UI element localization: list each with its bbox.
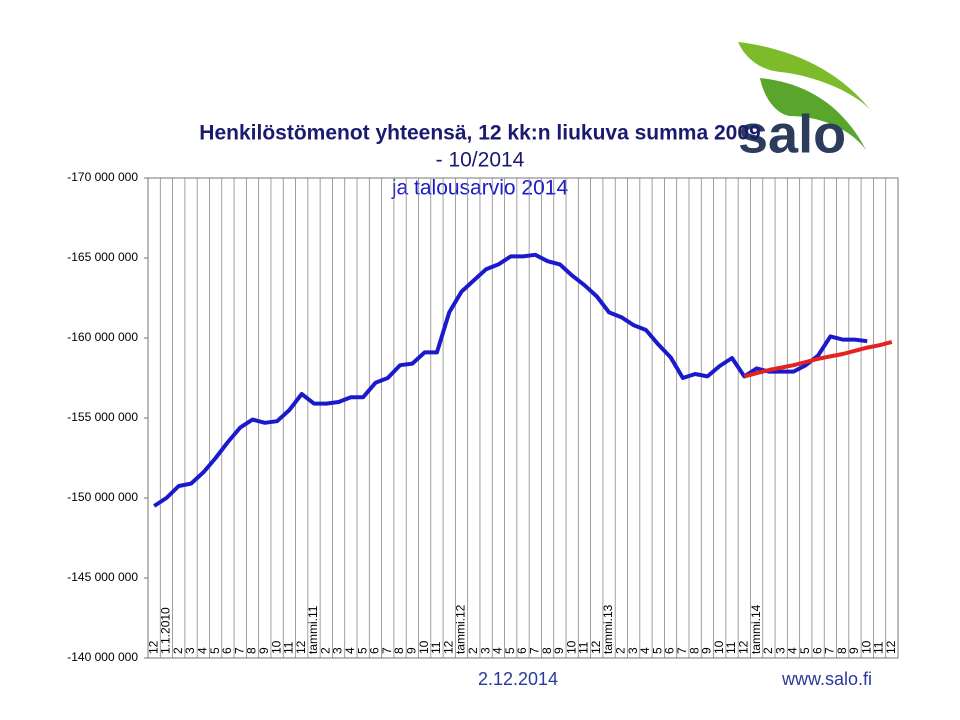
logo-leaf xyxy=(738,42,872,112)
chart-title: Henkilöstömenot yhteensä, 12 kk:n liukuv… xyxy=(199,122,760,145)
logo-leaf xyxy=(760,78,866,150)
y-tick-label: -145 000 000 xyxy=(67,570,138,584)
x-tick-label: 11 xyxy=(282,641,296,654)
x-tick-label: 9 xyxy=(552,647,566,654)
x-tick-label: 9 xyxy=(847,647,861,654)
x-tick-label: tammi.13 xyxy=(601,604,615,654)
chart-title: - 10/2014 xyxy=(436,149,525,172)
x-tick-label: 8 xyxy=(687,647,701,654)
x-tick-label: 1.1.2010 xyxy=(159,607,173,654)
x-tick-label: 12 xyxy=(146,640,160,654)
logo: salo xyxy=(738,42,872,164)
footer-url: www.salo.fi xyxy=(781,669,872,689)
plot-frame xyxy=(147,177,899,659)
x-tick-label: 11 xyxy=(429,641,443,654)
x-tick-label: 4 xyxy=(195,647,209,654)
x-tick-label: 11 xyxy=(577,641,591,654)
data-line xyxy=(743,340,893,379)
x-tick-label: 2 xyxy=(614,647,628,654)
x-tick-label: 3 xyxy=(183,647,197,654)
x-tick-label: 4 xyxy=(343,647,357,654)
x-tick-label: 7 xyxy=(380,647,394,654)
y-tick-label: -140 000 000 xyxy=(67,650,138,664)
x-tick-label: 10 xyxy=(859,640,873,654)
x-tick-label: 12 xyxy=(294,640,308,654)
x-tick-label: tammi.11 xyxy=(306,605,320,654)
x-tick-label: 2 xyxy=(466,647,480,654)
x-tick-label: 12 xyxy=(589,640,603,654)
x-tick-label: 6 xyxy=(810,647,824,654)
x-tick-label: 8 xyxy=(392,647,406,654)
x-tick-label: 10 xyxy=(712,640,726,654)
y-tick-label: -150 000 000 xyxy=(67,490,138,504)
x-tick-label: 5 xyxy=(650,647,664,654)
x-tick-label: tammi.12 xyxy=(454,604,468,654)
x-tick-label: 12 xyxy=(884,640,898,654)
x-tick-label: 7 xyxy=(675,647,689,654)
x-tick-label: 2 xyxy=(761,647,775,654)
y-tick-label: -155 000 000 xyxy=(67,410,138,424)
x-tick-label: 9 xyxy=(257,647,271,654)
x-tick-label: 3 xyxy=(773,647,787,654)
x-tick-label: 3 xyxy=(626,647,640,654)
x-tick-label: 5 xyxy=(355,647,369,654)
x-tick-label: 7 xyxy=(527,647,541,654)
x-tick-label: 6 xyxy=(368,647,382,654)
x-tick-label: 4 xyxy=(491,647,505,654)
x-tick-label: 6 xyxy=(663,647,677,654)
y-tick-label: -165 000 000 xyxy=(67,250,138,264)
y-tick-label: -160 000 000 xyxy=(67,330,138,344)
x-tick-label: 2 xyxy=(318,647,332,654)
x-tick-label: 7 xyxy=(823,647,837,654)
x-tick-label: 8 xyxy=(540,647,554,654)
x-tick-label: 11 xyxy=(872,641,886,654)
x-tick-label: 8 xyxy=(835,647,849,654)
x-tick-label: 4 xyxy=(638,647,652,654)
x-tick-label: 2 xyxy=(171,647,185,654)
x-tick-label: 5 xyxy=(798,647,812,654)
x-tick-label: tammi.14 xyxy=(749,604,763,654)
y-tick-label: -170 000 000 xyxy=(67,170,138,184)
x-tick-label: 7 xyxy=(232,647,246,654)
x-tick-label: 12 xyxy=(736,640,750,654)
x-tick-label: 8 xyxy=(245,647,259,654)
x-tick-label: 9 xyxy=(700,647,714,654)
x-tick-label: 12 xyxy=(441,640,455,654)
x-tick-label: 3 xyxy=(478,647,492,654)
x-tick-label: 6 xyxy=(220,647,234,654)
x-tick-label: 10 xyxy=(417,640,431,654)
logo-text: salo xyxy=(738,104,846,164)
x-tick-label: 10 xyxy=(564,640,578,654)
x-tick-label: 6 xyxy=(515,647,529,654)
footer-date: 2.12.2014 xyxy=(478,669,558,689)
x-tick-label: 11 xyxy=(724,641,738,654)
x-tick-label: 9 xyxy=(405,647,419,654)
x-tick-label: 4 xyxy=(786,647,800,654)
data-line xyxy=(153,252,868,508)
x-tick-label: 5 xyxy=(503,647,517,654)
x-tick-label: 3 xyxy=(331,647,345,654)
x-tick-label: 5 xyxy=(208,647,222,654)
x-tick-label: 10 xyxy=(269,640,283,654)
